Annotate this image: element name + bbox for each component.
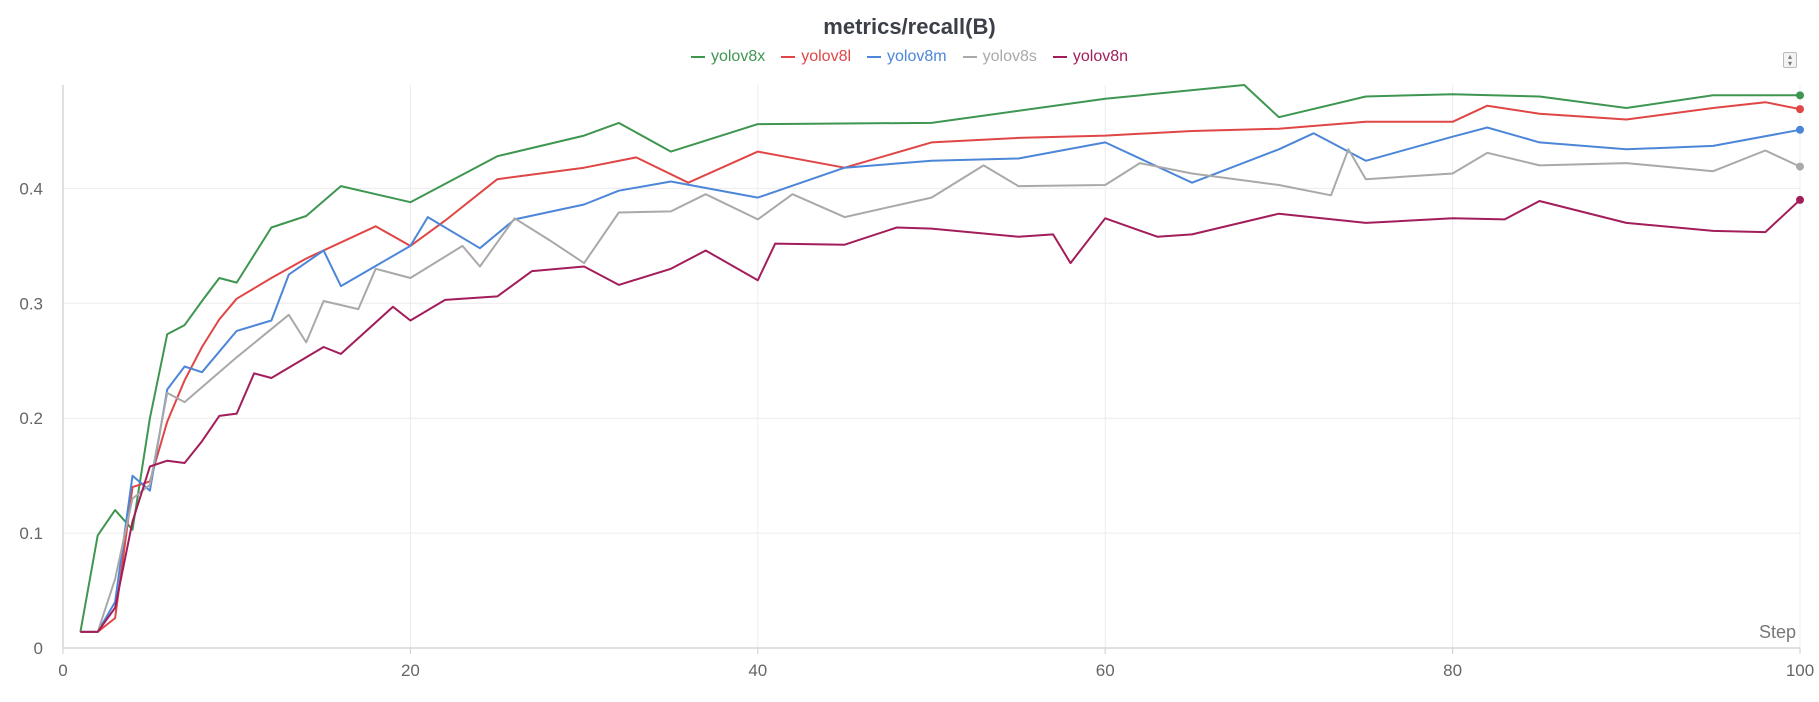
axes xyxy=(62,85,1801,654)
series-end-point-yolov8l xyxy=(1796,105,1804,114)
legend-swatch xyxy=(1052,56,1067,58)
series-end-point-yolov8n xyxy=(1796,195,1804,204)
x-tick-label: 80 xyxy=(1443,661,1462,680)
sort-arrows-icon[interactable]: ▴ ▾ xyxy=(1783,52,1797,68)
legend-label: yolov8l xyxy=(801,48,852,65)
series-lines xyxy=(79,84,1804,633)
chart-title: metrics/recall(B) xyxy=(823,14,996,39)
legend-item-yolov8n[interactable]: yolov8n xyxy=(1052,48,1129,66)
legend-swatch xyxy=(690,56,705,58)
legend-label: yolov8m xyxy=(887,48,947,65)
series-end-point-yolov8m xyxy=(1796,125,1804,134)
legend-label: yolov8x xyxy=(710,48,766,65)
legend-label: yolov8s xyxy=(982,48,1037,65)
chart-legend: yolov8x yolov8l yolov8m yolov8s yolov8n xyxy=(0,48,1819,66)
legend-item-yolov8m[interactable]: yolov8m xyxy=(867,48,947,66)
x-tick-label: 40 xyxy=(748,661,767,680)
y-tick-label: 0.1 xyxy=(19,524,43,543)
legend-item-yolov8l[interactable]: yolov8l xyxy=(781,48,851,66)
y-tick-label: 0.3 xyxy=(19,294,43,313)
series-line-yolov8m xyxy=(80,126,1801,633)
legend-item-yolov8x[interactable]: yolov8x xyxy=(690,48,766,66)
tick-labels: 0 0.1 0.2 0.3 0.4 0 20 40 60 80 100 Step xyxy=(19,179,1814,680)
legend-item-yolov8s[interactable]: yolov8s xyxy=(962,48,1037,66)
y-tick-label: 0.4 xyxy=(19,179,43,198)
series-line-yolov8l xyxy=(80,101,1801,633)
legend-swatch xyxy=(781,56,796,58)
series-end-point-yolov8x xyxy=(1796,91,1804,100)
y-tick-label: 0 xyxy=(34,639,43,658)
legend-swatch xyxy=(962,56,977,58)
x-tick-label: 100 xyxy=(1786,661,1814,680)
series-end-point-yolov8s xyxy=(1796,162,1804,171)
legend-label: yolov8n xyxy=(1072,48,1129,65)
x-axis-label: Step xyxy=(1759,622,1796,642)
grid-lines xyxy=(63,85,1801,648)
y-tick-label: 0.2 xyxy=(19,409,43,428)
series-line-yolov8n xyxy=(80,199,1801,633)
legend-swatch xyxy=(867,56,882,58)
x-tick-label: 60 xyxy=(1096,661,1115,680)
series-line-yolov8x xyxy=(79,84,1800,633)
x-tick-label: 20 xyxy=(401,661,420,680)
series-line-yolov8s xyxy=(80,148,1801,633)
x-tick-label: 0 xyxy=(58,661,67,680)
